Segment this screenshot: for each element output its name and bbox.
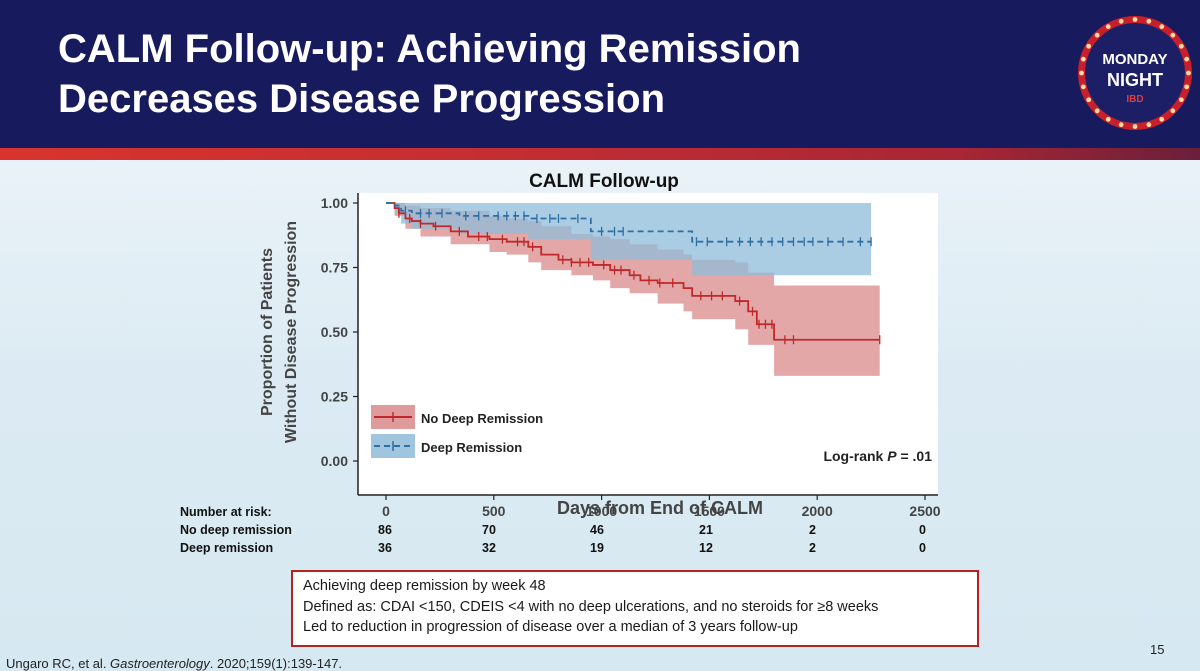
ci-band-no-deep-remission bbox=[386, 203, 880, 376]
logo-bulb bbox=[1094, 108, 1100, 114]
risk-row-label: Deep remission bbox=[180, 541, 274, 555]
y-tick-label: 0.75 bbox=[321, 260, 348, 276]
risk-cell: 21 bbox=[699, 523, 713, 537]
logo-text-ibd: IBD bbox=[1126, 94, 1143, 105]
risk-cell: 19 bbox=[590, 541, 604, 555]
risk-cell: 2 bbox=[809, 523, 816, 537]
risk-table-header-label: Number at risk: bbox=[180, 505, 272, 519]
logo-bulb bbox=[1159, 24, 1165, 30]
logo-bulb bbox=[1170, 108, 1176, 114]
legend-label-deep-remission: Deep Remission bbox=[421, 440, 522, 455]
risk-cell: 36 bbox=[378, 541, 392, 555]
logo-bulb bbox=[1079, 70, 1084, 76]
y-tick-label: 0.00 bbox=[321, 453, 348, 469]
confidence-bands bbox=[386, 203, 880, 376]
legend: No Deep Remission Deep Remission bbox=[371, 405, 543, 458]
summary-line: Defined as: CDAI <150, CDEIS <4 with no … bbox=[303, 598, 879, 615]
header-stripe bbox=[0, 148, 1200, 160]
axis-ticks: 0.00 0.25 0.50 0.75 1.00 0 500 1000 1500 2000 2500 bbox=[321, 195, 941, 519]
logo-bulb bbox=[1086, 97, 1092, 103]
km-chart: CALM Follow-up Proportion of Patients Wi… bbox=[259, 171, 941, 519]
y-tick-label: 0.50 bbox=[321, 324, 348, 340]
logo-bulb bbox=[1184, 56, 1190, 62]
survival-curves bbox=[386, 202, 880, 341]
logo-bulb bbox=[1170, 32, 1176, 38]
logo-bulb bbox=[1184, 84, 1190, 90]
citation: Ungaro RC, et al. Gastroenterology. 2020… bbox=[6, 656, 343, 671]
summary-box: Achieving deep remission by week 48 Defi… bbox=[291, 570, 979, 647]
logo-text-monday: MONDAY bbox=[1102, 51, 1167, 68]
x-tick-label: 1000 bbox=[586, 503, 617, 519]
logo-bulb bbox=[1105, 24, 1111, 30]
axes bbox=[357, 193, 938, 496]
risk-cell: 86 bbox=[378, 523, 392, 537]
header-bar: CALM Follow-up: Achieving Remission Decr… bbox=[0, 0, 1200, 148]
risk-cell: 46 bbox=[590, 523, 604, 537]
survival-line-no-deep-remission bbox=[386, 202, 880, 341]
summary-line: Led to reduction in progression of disea… bbox=[303, 619, 798, 635]
y-axis-label: Proportion of Patients Without Disease P… bbox=[259, 221, 300, 443]
x-axis-label: Days from End of CALM bbox=[557, 498, 763, 518]
censor-marks bbox=[398, 206, 881, 345]
logo-bulb bbox=[1080, 56, 1086, 62]
logo-text-night: NIGHT bbox=[1107, 70, 1163, 90]
logo-bulbs bbox=[1079, 17, 1191, 129]
risk-cell: 0 bbox=[919, 523, 926, 537]
y-tick-label: 1.00 bbox=[321, 195, 348, 211]
y-axis-label-line1: Proportion of Patients bbox=[259, 248, 276, 416]
logo-bulb bbox=[1159, 116, 1165, 122]
logo-bulb bbox=[1132, 124, 1138, 129]
legend-label-no-deep-remission: No Deep Remission bbox=[421, 411, 543, 426]
logo-bulb bbox=[1178, 97, 1184, 103]
risk-cell: 70 bbox=[482, 523, 496, 537]
slide-title-line2: Decreases Disease Progression bbox=[58, 77, 666, 121]
x-tick-label: 2000 bbox=[802, 503, 833, 519]
survival-line-deep-remission bbox=[386, 202, 872, 243]
chart-title: CALM Follow-up bbox=[529, 171, 679, 192]
x-tick-label: 1500 bbox=[694, 503, 725, 519]
slide-title-line1: CALM Follow-up: Achieving Remission bbox=[58, 27, 801, 71]
logo-bulb bbox=[1132, 17, 1138, 22]
logo-bulb bbox=[1080, 84, 1086, 90]
log-rank-annotation: Log-rank P = .01 bbox=[823, 448, 932, 464]
logo-bulb bbox=[1105, 116, 1111, 122]
logo-bulb bbox=[1146, 122, 1152, 128]
risk-cell: 12 bbox=[699, 541, 713, 555]
page-number: 15 bbox=[1150, 642, 1165, 657]
y-tick-label: 0.25 bbox=[321, 389, 348, 405]
logo-bulb bbox=[1086, 43, 1092, 49]
logo-bulb bbox=[1094, 32, 1100, 38]
logo-bulb bbox=[1186, 70, 1191, 76]
x-tick-label: 0 bbox=[382, 503, 390, 519]
x-tick-label: 2500 bbox=[909, 503, 940, 519]
y-axis-label-line2: Without Disease Progression bbox=[283, 221, 300, 443]
risk-cell: 32 bbox=[482, 541, 496, 555]
ci-band-deep-remission bbox=[386, 203, 872, 276]
slide-title: CALM Follow-up: Achieving Remission Decr… bbox=[58, 24, 1018, 124]
monday-night-ibd-logo: MONDAY NIGHT IBD bbox=[1078, 16, 1192, 130]
logo-bulb bbox=[1118, 18, 1124, 24]
logo-bulb bbox=[1146, 18, 1152, 24]
logo-bulb bbox=[1118, 122, 1124, 128]
risk-row-label: No deep remission bbox=[180, 523, 292, 537]
risk-cell: 2 bbox=[809, 541, 816, 555]
risk-cell: 0 bbox=[919, 541, 926, 555]
logo-bulb bbox=[1178, 43, 1184, 49]
x-tick-label: 500 bbox=[482, 503, 506, 519]
summary-line: Achieving deep remission by week 48 bbox=[303, 578, 546, 594]
